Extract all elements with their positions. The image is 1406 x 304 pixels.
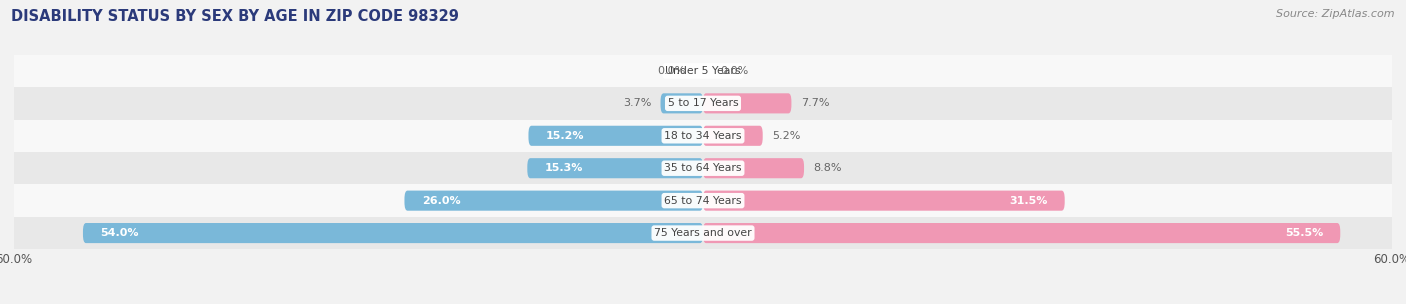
Bar <box>14 55 1392 87</box>
Text: Source: ZipAtlas.com: Source: ZipAtlas.com <box>1277 9 1395 19</box>
FancyBboxPatch shape <box>661 93 703 113</box>
FancyBboxPatch shape <box>703 191 1064 211</box>
FancyBboxPatch shape <box>83 223 703 243</box>
Bar <box>14 217 1392 249</box>
Text: DISABILITY STATUS BY SEX BY AGE IN ZIP CODE 98329: DISABILITY STATUS BY SEX BY AGE IN ZIP C… <box>11 9 460 24</box>
Text: 26.0%: 26.0% <box>422 196 460 206</box>
Text: 15.3%: 15.3% <box>544 163 583 173</box>
FancyBboxPatch shape <box>703 223 1340 243</box>
Text: Under 5 Years: Under 5 Years <box>665 66 741 76</box>
Text: 0.0%: 0.0% <box>720 66 748 76</box>
FancyBboxPatch shape <box>529 126 703 146</box>
Bar <box>14 185 1392 217</box>
FancyBboxPatch shape <box>703 126 762 146</box>
Bar <box>14 87 1392 119</box>
Text: 3.7%: 3.7% <box>623 98 651 108</box>
Text: 65 to 74 Years: 65 to 74 Years <box>664 196 742 206</box>
Text: 8.8%: 8.8% <box>813 163 842 173</box>
Bar <box>14 152 1392 185</box>
Text: 0.0%: 0.0% <box>658 66 686 76</box>
Text: 54.0%: 54.0% <box>100 228 139 238</box>
Text: 18 to 34 Years: 18 to 34 Years <box>664 131 742 141</box>
Text: 5 to 17 Years: 5 to 17 Years <box>668 98 738 108</box>
Text: 75 Years and over: 75 Years and over <box>654 228 752 238</box>
Bar <box>14 119 1392 152</box>
Text: 35 to 64 Years: 35 to 64 Years <box>664 163 742 173</box>
Text: 5.2%: 5.2% <box>772 131 800 141</box>
FancyBboxPatch shape <box>703 158 804 178</box>
FancyBboxPatch shape <box>703 93 792 113</box>
FancyBboxPatch shape <box>527 158 703 178</box>
Text: 15.2%: 15.2% <box>546 131 583 141</box>
Text: 31.5%: 31.5% <box>1010 196 1047 206</box>
FancyBboxPatch shape <box>405 191 703 211</box>
Text: 7.7%: 7.7% <box>800 98 830 108</box>
Text: 55.5%: 55.5% <box>1285 228 1323 238</box>
